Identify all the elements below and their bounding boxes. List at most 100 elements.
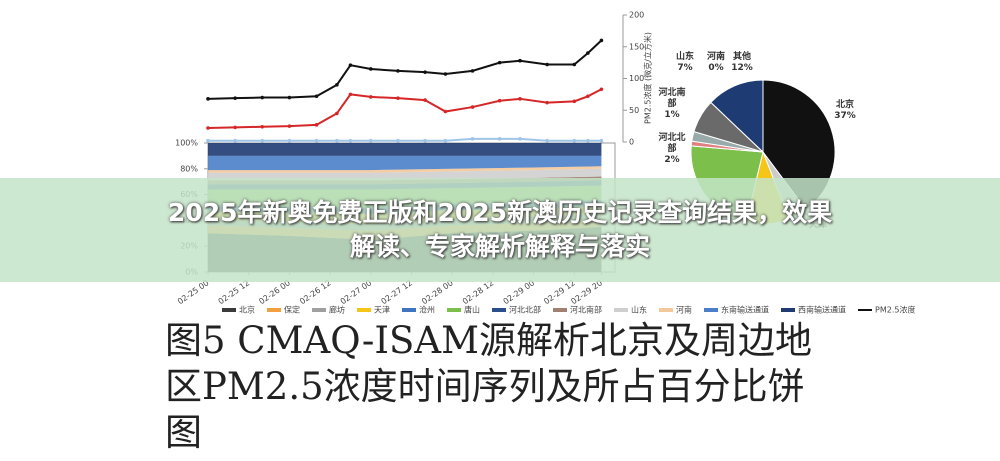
pie-category: 河北南部 <box>658 88 686 109</box>
point <box>369 95 373 99</box>
point <box>545 62 549 67</box>
point <box>443 72 448 76</box>
legend-label: 河北南部 <box>570 305 602 315</box>
point <box>396 69 400 73</box>
point <box>348 92 353 97</box>
pie-category: 北京 <box>835 100 854 110</box>
area <box>208 166 602 173</box>
point <box>369 67 373 71</box>
pie-label: 河北南部 1% <box>658 88 686 121</box>
point <box>586 94 590 99</box>
x-tick-label: 02-25 12 <box>217 278 252 306</box>
y2-tick-label: 50 <box>629 106 639 115</box>
point <box>335 111 339 116</box>
point <box>470 137 475 141</box>
y-tick-label: 80% <box>180 164 198 173</box>
point <box>348 138 353 143</box>
banner: 2025年新奥免费正版和2025新澳历史记录查询结果，效果 解读、专家解析解释与… <box>0 178 1000 282</box>
pie-category: 山东 <box>675 52 694 62</box>
y2-tick-label: 100 <box>629 74 644 83</box>
point <box>545 100 549 105</box>
pie-value-label: 1% <box>664 110 680 120</box>
point <box>396 96 400 100</box>
x-tick-label: 02-28 00 <box>420 278 455 306</box>
legend-label: PM2.5浓度 <box>875 305 915 315</box>
pie-label: 河南 0% <box>702 52 730 74</box>
legend-label: 唐山 <box>464 305 480 315</box>
pie-category: 其他 <box>732 52 751 62</box>
pie-value-label: 7% <box>677 63 693 73</box>
point <box>335 138 339 143</box>
point <box>369 138 373 143</box>
y2-tick-label: 150 <box>629 42 644 51</box>
area <box>208 143 602 156</box>
point <box>443 109 448 114</box>
pie-value-label: 0% <box>708 63 724 73</box>
legend-label: 沧州 <box>419 305 435 315</box>
point <box>233 125 237 130</box>
legend-swatch <box>781 308 795 312</box>
x-tick-label: 02-27 12 <box>379 278 414 306</box>
pie-value-label: 37% <box>834 111 856 121</box>
legend-label: 天津 <box>374 305 390 315</box>
area <box>208 168 602 181</box>
legend-label: 山东 <box>631 305 647 315</box>
legend-swatch <box>614 308 628 312</box>
point <box>260 124 265 129</box>
point <box>206 97 210 101</box>
point <box>599 38 604 43</box>
legend-swatch <box>704 308 718 312</box>
legend-swatch <box>312 308 326 312</box>
point <box>287 124 292 128</box>
pie-category: 河北北部 <box>658 133 686 154</box>
pie-category: 河南 <box>706 52 725 62</box>
point <box>314 138 319 143</box>
point <box>335 83 339 87</box>
point <box>348 63 353 67</box>
pie-label: 其他 12% <box>728 52 756 74</box>
point <box>497 137 502 141</box>
x-tick-label: 02-26 12 <box>298 278 333 306</box>
point <box>233 96 237 100</box>
y2-tick-label: 200 <box>629 11 644 20</box>
area <box>208 155 602 171</box>
pie-label: 北京 37% <box>831 100 859 122</box>
legend-label: 西南输送通道 <box>798 305 846 315</box>
point <box>287 138 292 143</box>
pie-value-label: 2% <box>664 155 680 165</box>
x-tick-label: 02-29 00 <box>502 278 537 306</box>
legend-swatch <box>492 308 506 312</box>
point <box>572 138 577 143</box>
point <box>396 138 400 143</box>
point <box>572 99 577 104</box>
point <box>518 137 522 141</box>
point <box>260 138 265 143</box>
legend-label: 保定 <box>284 305 300 315</box>
point <box>599 138 604 143</box>
y2-axis-label: PM2.5浓度 (微克/立方米) <box>643 32 653 124</box>
y2-tick-label: 0 <box>629 138 634 147</box>
line <box>207 39 603 100</box>
legend-label: 河北北部 <box>509 305 541 315</box>
line <box>207 88 602 130</box>
point <box>423 98 427 102</box>
point <box>260 95 265 100</box>
banner-line: 2025年新奥免费正版和2025新澳历史记录查询结果，效果 <box>167 198 833 227</box>
x-tick-label: 02-26 00 <box>257 278 292 306</box>
legend-label: 东南输送通道 <box>721 305 769 315</box>
point <box>518 97 522 101</box>
legend-label: 河南 <box>676 305 692 315</box>
point <box>599 87 604 92</box>
point <box>443 138 448 143</box>
point <box>470 105 475 109</box>
point <box>586 138 590 143</box>
legend-swatch <box>659 308 673 312</box>
point <box>233 138 237 143</box>
pie-label: 河北北部 2% <box>658 133 686 166</box>
point <box>206 138 210 143</box>
caption-line: 图 <box>165 411 202 454</box>
y-tick-label: 100% <box>175 139 198 148</box>
point <box>497 60 502 65</box>
pie-label: 山东 7% <box>671 52 699 74</box>
legend-label: 廊坊 <box>329 305 345 315</box>
